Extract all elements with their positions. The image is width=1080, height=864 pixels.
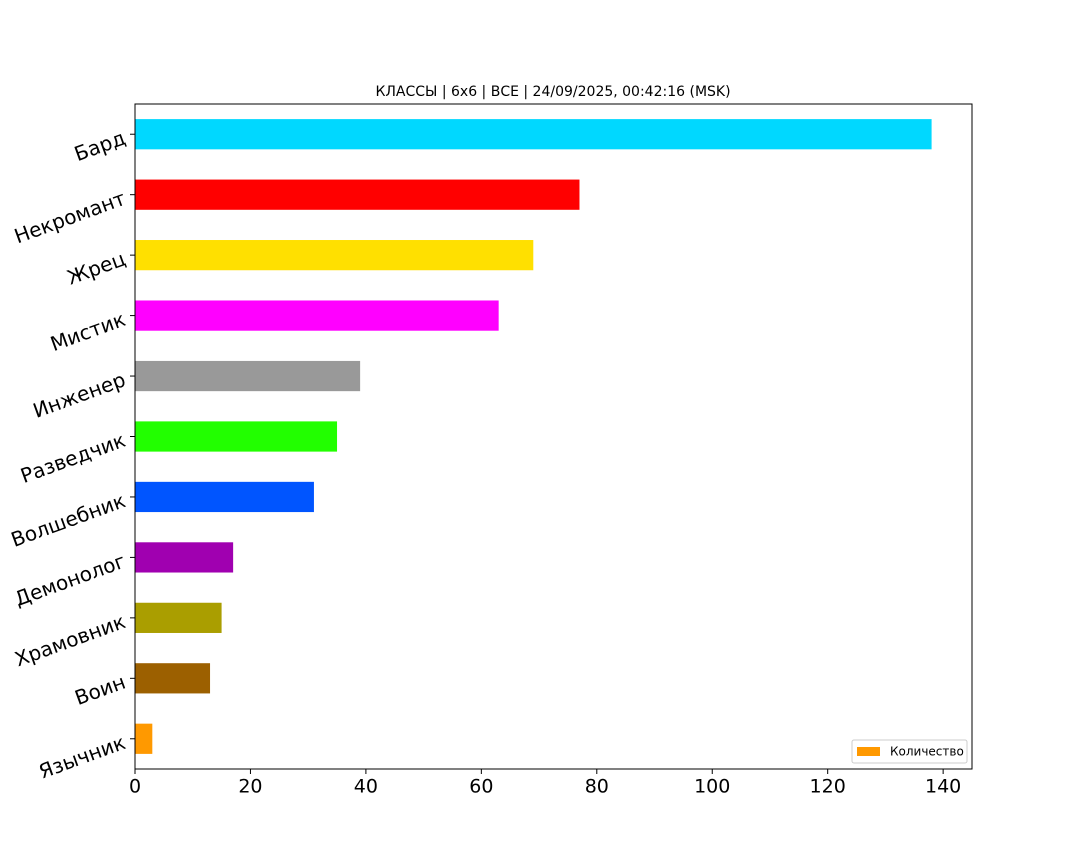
y-tick-label: Некромант xyxy=(11,186,129,248)
y-tick-label: Язычник xyxy=(36,730,129,783)
y-tick-label: Мистик xyxy=(47,307,128,356)
bar xyxy=(135,481,314,513)
legend-label: Количество xyxy=(890,745,964,759)
bar xyxy=(135,300,499,331)
chart-title: КЛАССЫ | 6x6 | ВСЕ | 24/09/2025, 00:42:1… xyxy=(375,84,730,100)
y-tick-label: Волшебник xyxy=(8,488,129,552)
y-tick-label: Демонолог xyxy=(11,549,128,611)
x-tick-label: 140 xyxy=(925,776,961,798)
y-tick-label: Инженер xyxy=(30,367,129,423)
bar xyxy=(135,602,222,633)
bar xyxy=(135,663,211,694)
x-tick-label: 20 xyxy=(238,776,262,798)
bar xyxy=(135,179,580,210)
y-tick-label: Жрец xyxy=(64,246,129,289)
x-tick-label: 40 xyxy=(354,776,378,798)
y-tick-label: Разведчик xyxy=(17,428,128,488)
bar xyxy=(135,360,361,392)
bar xyxy=(135,421,338,452)
x-tick-label: 100 xyxy=(694,776,730,798)
x-tick-label: 80 xyxy=(585,776,609,798)
bar xyxy=(135,542,234,573)
legend-patch xyxy=(857,747,880,756)
bar xyxy=(135,723,153,754)
legend-box xyxy=(851,739,968,764)
y-tick-label: Воин xyxy=(71,670,128,710)
x-tick-label: 120 xyxy=(810,776,846,798)
plot-frame xyxy=(134,103,973,770)
bar xyxy=(135,119,932,150)
x-tick-label: 60 xyxy=(469,776,493,798)
bar xyxy=(135,240,534,271)
y-tick-label: Бард xyxy=(71,126,129,167)
y-tick-label: Храмовник xyxy=(11,609,128,671)
x-tick-label: 0 xyxy=(129,776,141,798)
